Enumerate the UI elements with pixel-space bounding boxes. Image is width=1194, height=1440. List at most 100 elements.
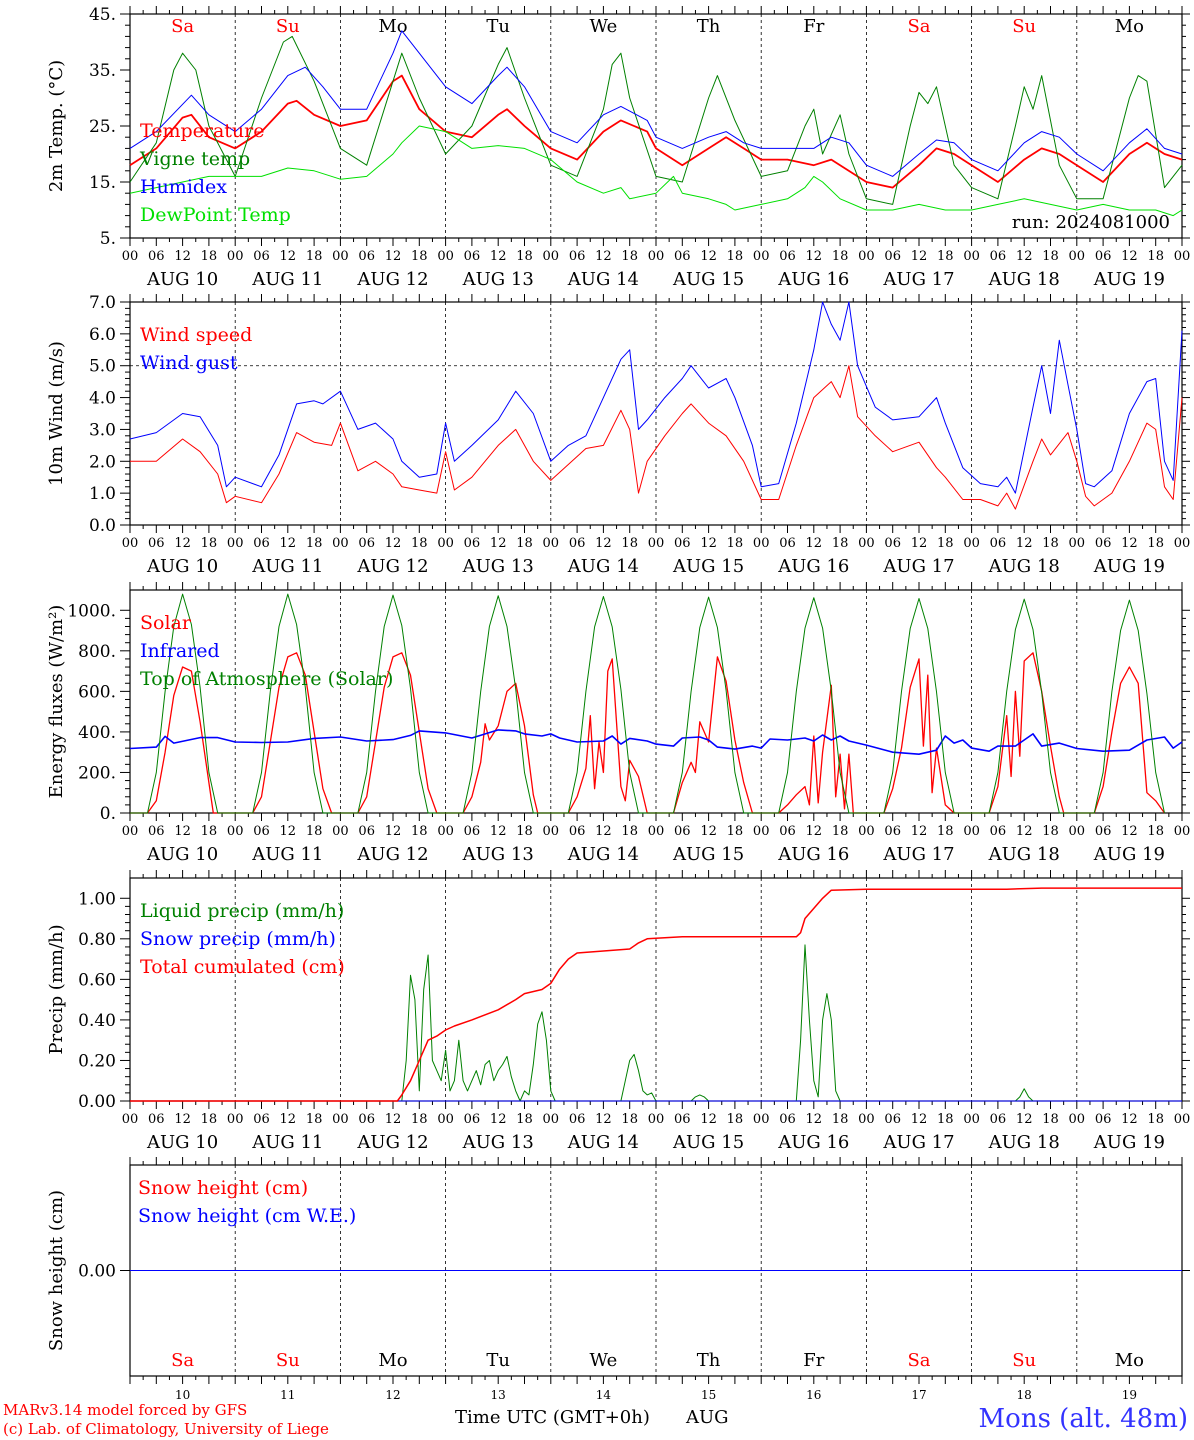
hour-label: 12 bbox=[1016, 249, 1033, 264]
hour-label: 06 bbox=[990, 249, 1007, 264]
ytick-label: 25. bbox=[89, 117, 116, 137]
date-label: AUG 14 bbox=[567, 1132, 639, 1153]
hour-label: 00 bbox=[332, 824, 349, 839]
meteogram-panels: 5. 15. 25. 35. 45. 2m Temp. (°C) 00 06 12 18 AUG 1… bbox=[46, 5, 1190, 1402]
weekday-label: Mo bbox=[378, 1350, 407, 1371]
hour-label: 12 bbox=[595, 1112, 612, 1127]
date-label: AUG 12 bbox=[356, 844, 428, 865]
date-label: AUG 19 bbox=[1093, 844, 1165, 865]
hour-label: 18 bbox=[621, 824, 638, 839]
hour-label: 12 bbox=[595, 249, 612, 264]
hour-label: 00 bbox=[543, 536, 560, 551]
series-line-wind-speed bbox=[130, 365, 1183, 510]
day-number: 11 bbox=[280, 1388, 295, 1402]
hour-label: 06 bbox=[464, 824, 481, 839]
hour-label: 00 bbox=[963, 249, 980, 264]
hour-label: 00 bbox=[1174, 249, 1191, 264]
hour-label: 18 bbox=[1042, 824, 1059, 839]
series-line-humidex bbox=[129, 30, 1183, 177]
yaxis-label: 2m Temp. (°C) bbox=[46, 60, 67, 192]
day-number: 16 bbox=[806, 1388, 821, 1402]
day-number: 13 bbox=[491, 1388, 506, 1402]
hour-label: 18 bbox=[201, 536, 218, 551]
ytick-label: 0. bbox=[100, 804, 116, 824]
legend-entry: Top of Atmosphere (Solar) bbox=[140, 668, 393, 690]
weekday-label: Fr bbox=[803, 16, 824, 37]
ytick-label: 7.0 bbox=[89, 293, 116, 313]
legend-entry: Snow height (cm) bbox=[138, 1177, 308, 1199]
hour-label: 06 bbox=[358, 536, 375, 551]
weekday-label: Tu bbox=[486, 1350, 510, 1371]
date-label: AUG 16 bbox=[777, 556, 849, 577]
hour-label: 18 bbox=[411, 1112, 428, 1127]
hour-label: 18 bbox=[1042, 1112, 1059, 1127]
hour-label: 00 bbox=[963, 536, 980, 551]
hour-label: 00 bbox=[858, 249, 875, 264]
yaxis-label: Precip (mm/h) bbox=[46, 924, 67, 1054]
hour-label: 12 bbox=[280, 536, 297, 551]
date-label: AUG 14 bbox=[567, 844, 639, 865]
series-line-solar bbox=[130, 652, 1166, 814]
date-label: AUG 11 bbox=[251, 1132, 323, 1153]
day-number: 15 bbox=[701, 1388, 716, 1402]
panel-4: 0.00 0.20 0.40 0.60 0.80 1.00 Precip (mm/h) 00 0… bbox=[46, 870, 1190, 1153]
weekday-label: Mo bbox=[1115, 16, 1144, 37]
weekday-label: We bbox=[590, 16, 618, 37]
hour-label: 18 bbox=[516, 1112, 533, 1127]
hour-label: 06 bbox=[253, 824, 270, 839]
hour-label: 06 bbox=[148, 1112, 165, 1127]
hour-label: 18 bbox=[1147, 1112, 1164, 1127]
hour-label: 12 bbox=[911, 249, 928, 264]
hour-label: 00 bbox=[963, 824, 980, 839]
ytick-label: 1.00 bbox=[78, 889, 116, 909]
legend-entry: Wind speed bbox=[140, 324, 252, 346]
ytick-label: 0.20 bbox=[78, 1051, 116, 1071]
hour-label: 18 bbox=[832, 536, 849, 551]
hour-label: 06 bbox=[569, 536, 586, 551]
day-number: 14 bbox=[596, 1388, 612, 1402]
ytick-label: 2.0 bbox=[89, 452, 116, 472]
hour-label: 06 bbox=[1095, 536, 1112, 551]
hour-label: 06 bbox=[1095, 249, 1112, 264]
date-label: AUG 18 bbox=[988, 1132, 1060, 1153]
date-label: AUG 17 bbox=[882, 1132, 954, 1153]
hour-label: 06 bbox=[1095, 824, 1112, 839]
hour-label: 18 bbox=[937, 536, 954, 551]
hour-label: 00 bbox=[332, 536, 349, 551]
hour-label: 06 bbox=[779, 249, 796, 264]
hour-label: 06 bbox=[884, 824, 901, 839]
hour-label: 00 bbox=[648, 824, 665, 839]
hour-label: 12 bbox=[1121, 536, 1138, 551]
hour-label: 06 bbox=[779, 1112, 796, 1127]
hour-label: 18 bbox=[621, 249, 638, 264]
hour-label: 06 bbox=[990, 536, 1007, 551]
ytick-label: 600. bbox=[78, 682, 116, 702]
hour-label: 18 bbox=[621, 1112, 638, 1127]
ytick-label: 4.0 bbox=[89, 389, 116, 409]
hour-label: 00 bbox=[1174, 1112, 1191, 1127]
date-label: AUG 16 bbox=[777, 269, 849, 290]
hour-label: 00 bbox=[543, 824, 560, 839]
weekday-label: Sa bbox=[907, 16, 930, 37]
hour-label: 18 bbox=[832, 249, 849, 264]
weekday-label: Fr bbox=[803, 1350, 824, 1371]
hour-label: 12 bbox=[806, 536, 823, 551]
legend-entry: Humidex bbox=[140, 176, 227, 198]
hour-label: 00 bbox=[543, 249, 560, 264]
date-label: AUG 19 bbox=[1093, 269, 1165, 290]
hour-label: 00 bbox=[648, 536, 665, 551]
series-line-temperature bbox=[129, 74, 1183, 189]
hour-label: 06 bbox=[464, 1112, 481, 1127]
hour-label: 12 bbox=[280, 1112, 297, 1127]
date-label: AUG 12 bbox=[356, 556, 428, 577]
date-label: AUG 10 bbox=[146, 844, 218, 865]
hour-label: 00 bbox=[753, 1112, 770, 1127]
hour-label: 00 bbox=[227, 536, 244, 551]
hour-label: 06 bbox=[779, 536, 796, 551]
date-label: AUG 11 bbox=[251, 556, 323, 577]
hour-label: 00 bbox=[437, 824, 454, 839]
hour-label: 00 bbox=[332, 249, 349, 264]
ytick-label: 0.80 bbox=[78, 930, 116, 950]
ytick-label: 0.60 bbox=[78, 970, 116, 990]
weekday-label: We bbox=[590, 1350, 618, 1371]
